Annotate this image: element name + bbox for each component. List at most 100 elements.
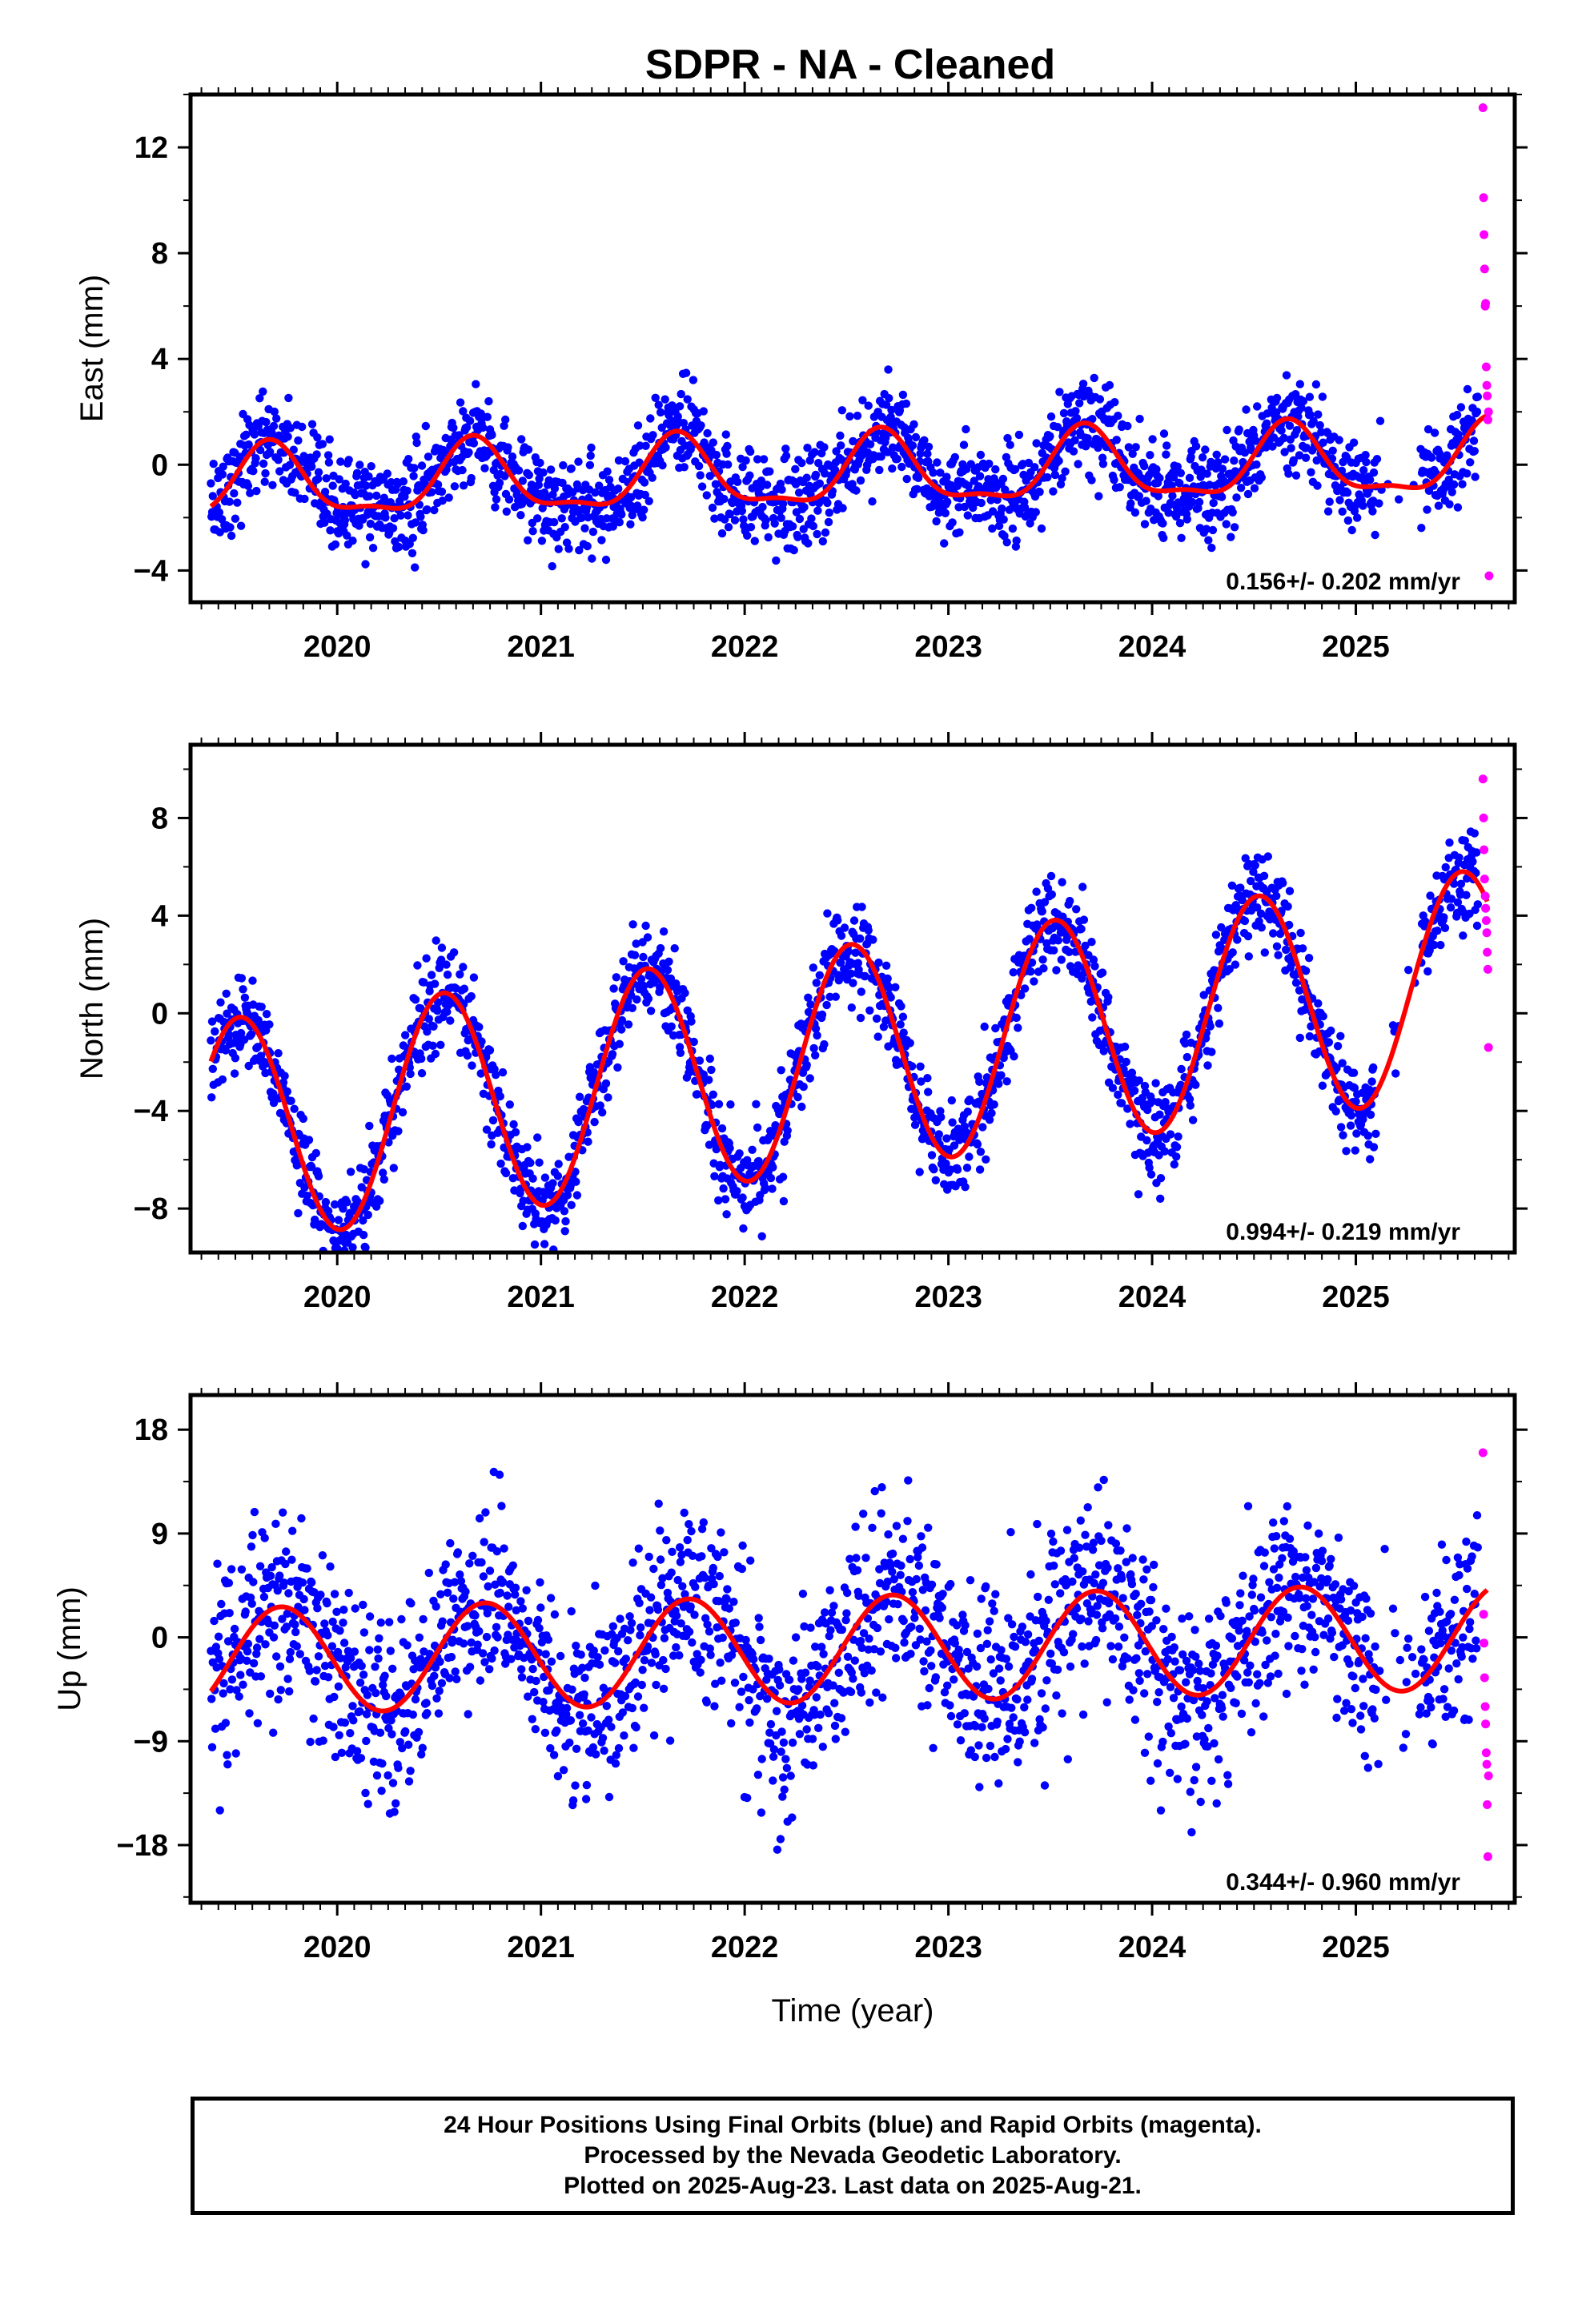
final-orbit-point (821, 528, 830, 537)
y-tick-label: 4 (151, 343, 168, 376)
final-orbit-point (318, 1551, 327, 1560)
final-orbit-point (443, 1007, 452, 1016)
final-orbit-point (1110, 476, 1118, 485)
final-orbit-point (1352, 1129, 1361, 1138)
final-orbit-point (873, 1623, 882, 1633)
final-orbit-point (1058, 474, 1066, 483)
final-orbit-point (769, 1776, 777, 1785)
final-orbit-point (388, 1779, 398, 1787)
final-orbit-point (1172, 1152, 1181, 1161)
final-orbit-point (1025, 935, 1034, 943)
final-orbit-point (645, 1606, 654, 1614)
final-orbit-point (581, 1795, 591, 1803)
final-orbit-point (905, 1039, 914, 1047)
final-orbit-point (571, 1168, 580, 1176)
final-orbit-point (429, 1022, 438, 1031)
final-orbit-point (331, 1752, 340, 1762)
final-orbit-point (685, 1520, 693, 1529)
final-orbit-point (659, 1655, 668, 1665)
final-orbit-point (574, 1117, 583, 1127)
final-orbit-point (609, 984, 618, 993)
final-orbit-point (433, 998, 443, 1007)
final-orbit-point (1342, 1147, 1351, 1156)
final-orbit-point (725, 509, 734, 519)
final-orbit-point (662, 1536, 671, 1545)
final-orbit-point (427, 488, 436, 497)
final-orbit-point (1445, 500, 1454, 509)
final-orbit-point (638, 513, 647, 522)
final-orbit-point (236, 1671, 245, 1679)
final-orbit-point (962, 424, 970, 434)
final-orbit-point (485, 1665, 494, 1674)
final-orbit-point (346, 1168, 355, 1176)
final-orbit-point (761, 1184, 769, 1192)
final-orbit-point (779, 1738, 789, 1747)
final-orbit-point (1240, 916, 1250, 926)
final-orbit-point (417, 1069, 427, 1078)
final-orbit-point (445, 1674, 454, 1683)
final-orbit-point (806, 1000, 815, 1009)
final-orbit-point (260, 1534, 269, 1542)
final-orbit-point (272, 414, 281, 423)
final-orbit-point (639, 952, 648, 962)
final-orbit-point (213, 1559, 222, 1568)
final-orbit-point (1030, 977, 1038, 986)
final-orbit-point (485, 1046, 495, 1055)
final-orbit-point (226, 1685, 235, 1694)
final-orbit-point (432, 936, 440, 945)
final-orbit-point (279, 1578, 288, 1587)
final-orbit-point (985, 1116, 994, 1124)
final-orbit-point (641, 441, 650, 450)
final-orbit-point (857, 903, 866, 911)
final-orbit-point (1196, 472, 1205, 481)
final-orbit-point (231, 1054, 240, 1063)
final-orbit-point (998, 504, 1006, 513)
final-orbit-point (1142, 1136, 1151, 1145)
final-orbit-point (634, 1544, 643, 1553)
final-orbit-point (640, 1703, 648, 1712)
final-orbit-point (690, 1610, 699, 1619)
final-orbit-point (1012, 1013, 1021, 1023)
final-orbit-point (755, 1622, 764, 1631)
final-orbit-point (668, 1547, 677, 1557)
final-orbit-point (270, 407, 279, 416)
final-orbit-point (1050, 470, 1060, 480)
final-orbit-point (1012, 536, 1021, 545)
final-orbit-point (1304, 954, 1314, 963)
final-orbit-point (585, 460, 595, 469)
final-orbit-point (777, 1727, 786, 1736)
final-orbit-point (885, 1614, 893, 1624)
final-orbit-point (821, 469, 829, 478)
final-orbit-point (1339, 1131, 1347, 1140)
final-orbit-point (1014, 1023, 1022, 1032)
final-orbit-point (1284, 469, 1293, 478)
final-orbit-point (411, 995, 420, 1004)
final-orbit-point (404, 1777, 414, 1786)
final-orbit-point (1306, 410, 1315, 420)
final-orbit-point (1319, 438, 1327, 447)
final-orbit-point (465, 1559, 474, 1568)
final-orbit-point (898, 1012, 908, 1021)
final-orbit-point (504, 443, 512, 452)
final-orbit-point (794, 1685, 803, 1694)
final-orbit-point (577, 513, 586, 522)
final-orbit-point (699, 407, 708, 416)
final-orbit-point (348, 1243, 357, 1252)
final-orbit-point (1468, 857, 1477, 866)
final-orbit-point (743, 1793, 752, 1803)
final-orbit-point (1291, 471, 1301, 480)
final-orbit-point (1436, 940, 1445, 950)
final-orbit-point (1257, 473, 1267, 482)
final-orbit-point (303, 1564, 311, 1573)
final-orbit-point (753, 1771, 763, 1779)
final-orbit-point (703, 1620, 712, 1629)
final-orbit-point (560, 1227, 569, 1236)
final-orbit-point (487, 1140, 496, 1149)
final-orbit-point (914, 1561, 924, 1570)
final-orbit-point (779, 1196, 789, 1206)
final-orbit-point (853, 1566, 862, 1575)
final-orbit-point (475, 1626, 484, 1636)
final-orbit-point (497, 1502, 506, 1510)
final-orbit-point (207, 1695, 216, 1703)
final-orbit-point (735, 1703, 744, 1711)
